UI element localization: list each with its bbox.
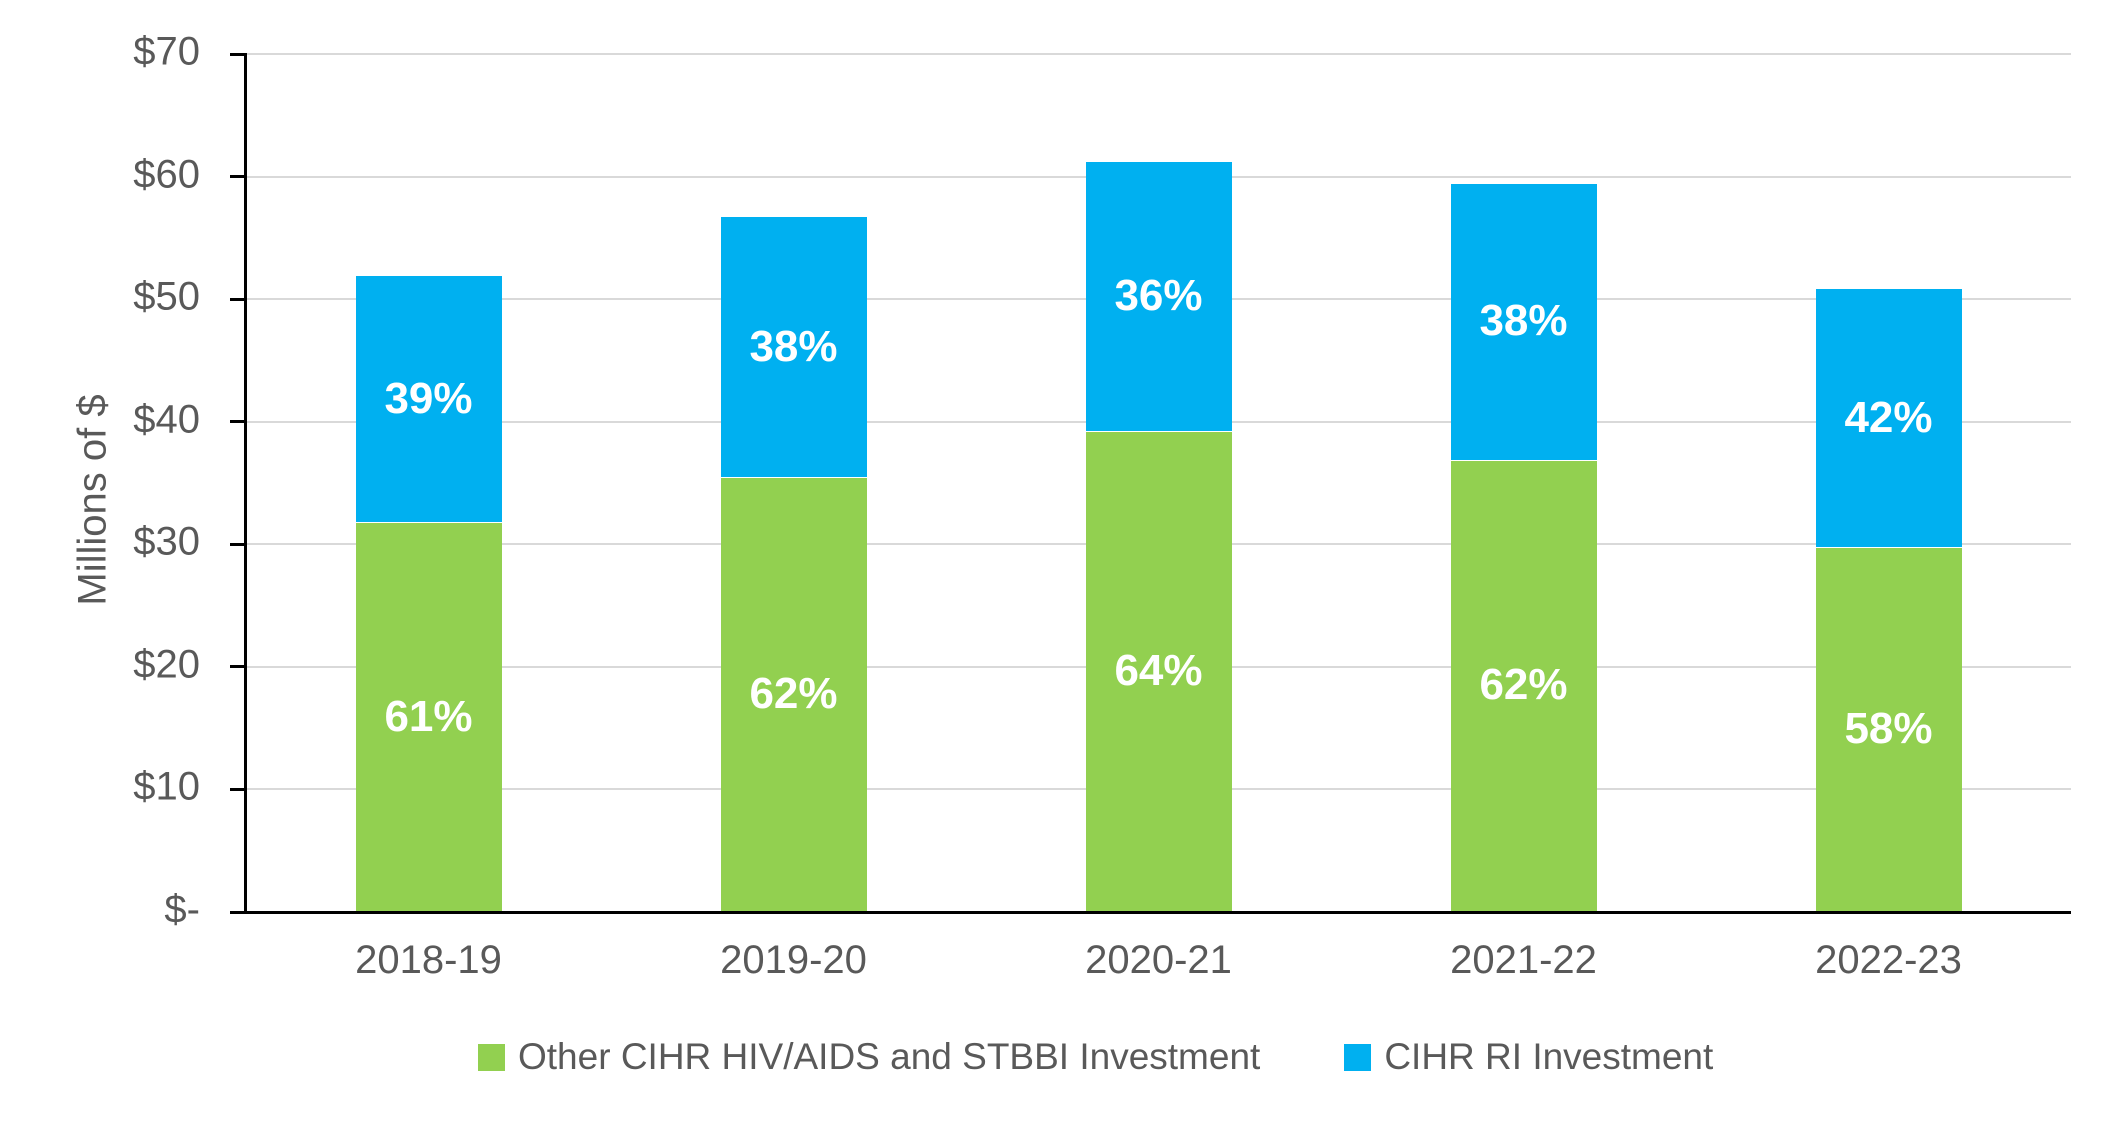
y-tick-label: $40 (133, 397, 200, 442)
legend-swatch-blue (1344, 1043, 1372, 1071)
x-tick-label: 2019-20 (720, 938, 867, 982)
bar-segment (1450, 460, 1597, 911)
bar-segment (1085, 431, 1232, 911)
bar-segment (1450, 183, 1597, 460)
segment-percent-label: 38% (1479, 296, 1568, 346)
x-axis-line (230, 911, 2071, 914)
y-tick-label: $70 (133, 29, 200, 74)
segment-percent-label: 58% (1844, 703, 1933, 753)
segment-percent-label: 64% (1114, 645, 1203, 695)
bar-segment (355, 523, 502, 911)
y-axis-tick (230, 420, 246, 424)
y-axis-tick (230, 52, 246, 56)
y-tick-label: $- (164, 887, 200, 932)
legend-item-cihr-ri-investment: CIHR RI Investment (1344, 1036, 1713, 1078)
y-tick-label: $30 (133, 519, 200, 564)
gridline (246, 53, 2071, 55)
segment-percent-label: 62% (1479, 660, 1568, 710)
y-axis-tick (230, 542, 246, 546)
segment-percent-label: 39% (384, 373, 473, 423)
y-axis-tick (230, 665, 246, 669)
segment-percent-label: 38% (749, 321, 838, 371)
legend-label: Other CIHR HIV/AIDS and STBBI Investment (518, 1036, 1261, 1077)
y-tick-label: $20 (133, 642, 200, 687)
y-axis-tick (230, 787, 246, 791)
bar-segment (1815, 289, 1962, 547)
y-tick-label: $10 (133, 765, 200, 810)
bar-segment (720, 217, 867, 478)
legend-swatch-green (478, 1043, 505, 1071)
segment-percent-label: 36% (1114, 270, 1203, 320)
segment-percent-label: 61% (384, 691, 473, 741)
y-axis-tick (230, 175, 246, 179)
legend-item-other-cihr-investment: Other CIHR HIV/AIDS and STBBI Investment (478, 1036, 1260, 1078)
y-tick-label: $50 (133, 274, 200, 319)
x-tick-label: 2022-23 (1815, 938, 1962, 982)
y-axis-line (244, 53, 247, 913)
bar-segment (720, 478, 867, 911)
y-axis-tick (230, 297, 246, 301)
bar-segment (1085, 161, 1232, 431)
legend: Other CIHR HIV/AIDS and STBBI Investment… (478, 1036, 1713, 1078)
legend-label: CIHR RI Investment (1384, 1036, 1714, 1077)
y-tick-label: $60 (133, 152, 200, 197)
segment-percent-label: 42% (1844, 392, 1933, 442)
x-tick-label: 2020-21 (1085, 938, 1232, 982)
bar-segment (355, 275, 502, 523)
segment-percent-label: 62% (749, 669, 838, 719)
x-tick-label: 2021-22 (1450, 938, 1597, 982)
x-tick-label: 2018-19 (355, 938, 502, 982)
bar-segment (1815, 547, 1962, 911)
